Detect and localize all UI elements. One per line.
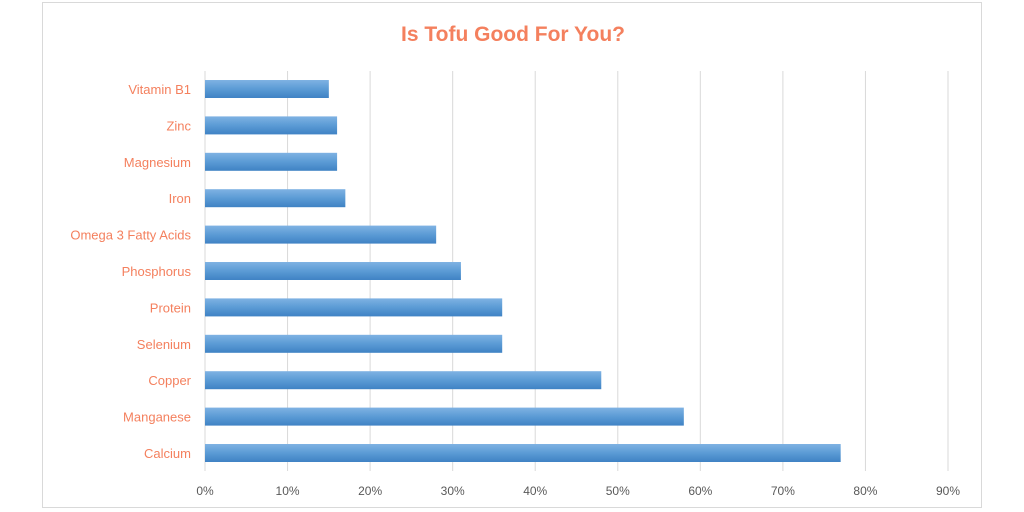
x-tick-label: 60% (688, 484, 712, 498)
bar (205, 298, 503, 317)
bar (205, 262, 461, 280)
bar (205, 80, 329, 98)
category-label: Protein (150, 300, 191, 315)
bar (205, 407, 684, 426)
chart-title: Is Tofu Good For You? (401, 23, 625, 46)
x-tick-label: 80% (853, 484, 877, 498)
bar-chart: Is Tofu Good For You? Vitamin B1 Zinc Magn… (70, 23, 960, 498)
gridlines (204, 71, 949, 471)
x-tick-label: 50% (606, 484, 630, 498)
x-tick-label: 30% (441, 484, 465, 498)
bar (205, 444, 841, 462)
chart-frame: Is Tofu Good For You? Vitamin B1 Zinc Magn… (42, 2, 982, 508)
category-label: Magnesium (124, 155, 191, 170)
bar (205, 189, 346, 208)
bar (205, 334, 503, 353)
category-labels: Vitamin B1 Zinc Magnesium Iron Omega 3 Fatty… (70, 82, 191, 461)
bar (205, 225, 437, 244)
category-label: Zinc (166, 118, 191, 133)
category-label: Selenium (137, 337, 191, 352)
x-tick-label: 70% (771, 484, 795, 498)
x-tick-label: 90% (936, 484, 960, 498)
category-label: Copper (148, 373, 191, 388)
bar (205, 116, 338, 135)
bar (205, 152, 338, 171)
category-label: Omega 3 Fatty Acids (70, 228, 191, 243)
x-tick-label: 20% (358, 484, 382, 498)
bar (205, 371, 602, 390)
category-label: Vitamin B1 (128, 82, 191, 97)
x-tick-label: 40% (523, 484, 547, 498)
category-label: Phosphorus (122, 264, 192, 279)
bars (205, 80, 841, 462)
category-label: Iron (169, 191, 191, 206)
x-tick-labels: 0% 10% 20% 30% 40% 50% 60% 70% 80% 90% (196, 484, 960, 498)
category-label: Calcium (144, 446, 191, 461)
x-tick-label: 0% (196, 484, 214, 498)
x-tick-label: 10% (276, 484, 300, 498)
category-label: Manganese (123, 410, 191, 425)
